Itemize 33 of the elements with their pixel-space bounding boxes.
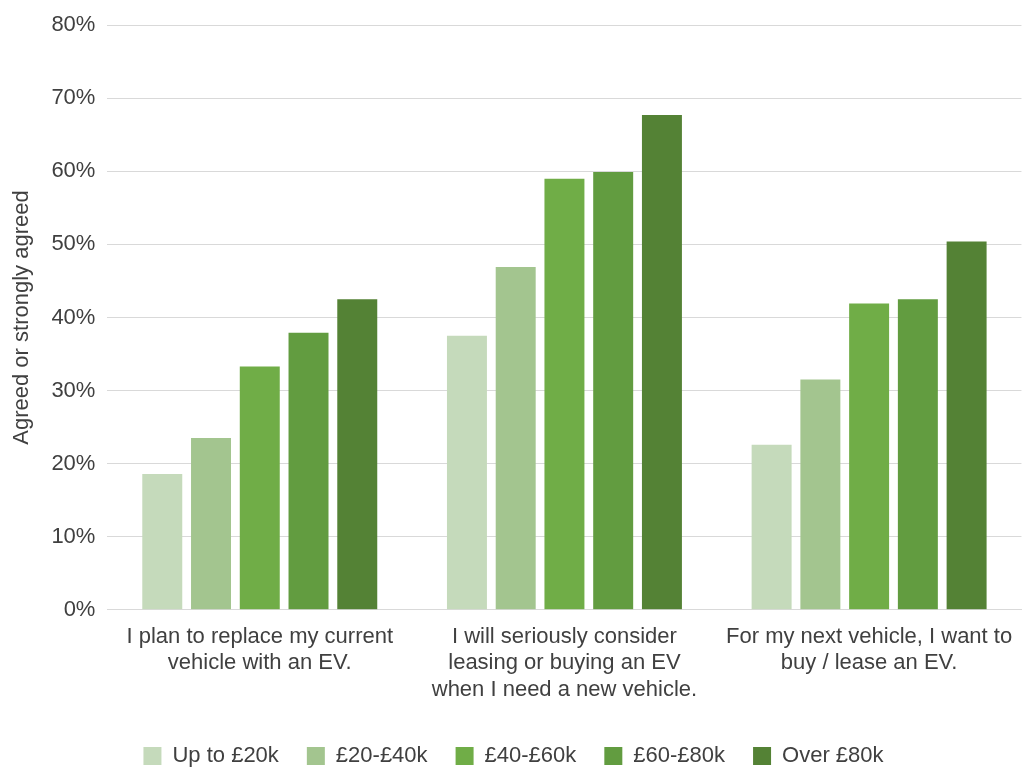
x-tick-label: I will seriously consider leasing or buying an EV when I need a new vehicle.: [430, 623, 698, 701]
bar: [239, 366, 280, 610]
bar: [849, 303, 890, 610]
x-tick-label: For my next vehicle, I want to buy / lease an EV.: [726, 623, 1013, 675]
bar: [593, 172, 634, 610]
bar: [897, 299, 938, 610]
y-tick-label: 10%: [51, 522, 96, 548]
legend-label: Over £80k: [782, 742, 885, 768]
bar: [495, 267, 536, 610]
y-tick-label: 20%: [51, 449, 96, 475]
bar: [751, 444, 792, 610]
y-tick-label: 30%: [51, 376, 96, 402]
y-tick-label: 70%: [51, 84, 96, 110]
y-tick-label: 50%: [51, 230, 96, 256]
y-axis-title: Agreed or strongly agreed: [8, 190, 34, 445]
bar: [142, 473, 183, 610]
legend-label: £20-£40k: [335, 742, 429, 768]
y-tick-label: 0%: [63, 595, 96, 621]
bar: [337, 299, 378, 610]
bar: [800, 379, 841, 610]
bar: [446, 335, 487, 610]
bar: [946, 241, 987, 610]
x-tick-label: I plan to replace my current vehicle with an EV.: [126, 623, 394, 675]
y-tick-label: 60%: [51, 157, 96, 183]
y-tick-label: 40%: [51, 303, 96, 329]
legend-label: Up to £20k: [172, 742, 280, 768]
bar: [641, 115, 682, 610]
bar: [288, 332, 329, 610]
y-tick-label: 80%: [51, 11, 96, 37]
legend-label: £60-£80k: [633, 742, 727, 768]
bar: [544, 178, 585, 610]
bar: [191, 438, 232, 610]
legend-label: £40-£60k: [484, 742, 578, 768]
